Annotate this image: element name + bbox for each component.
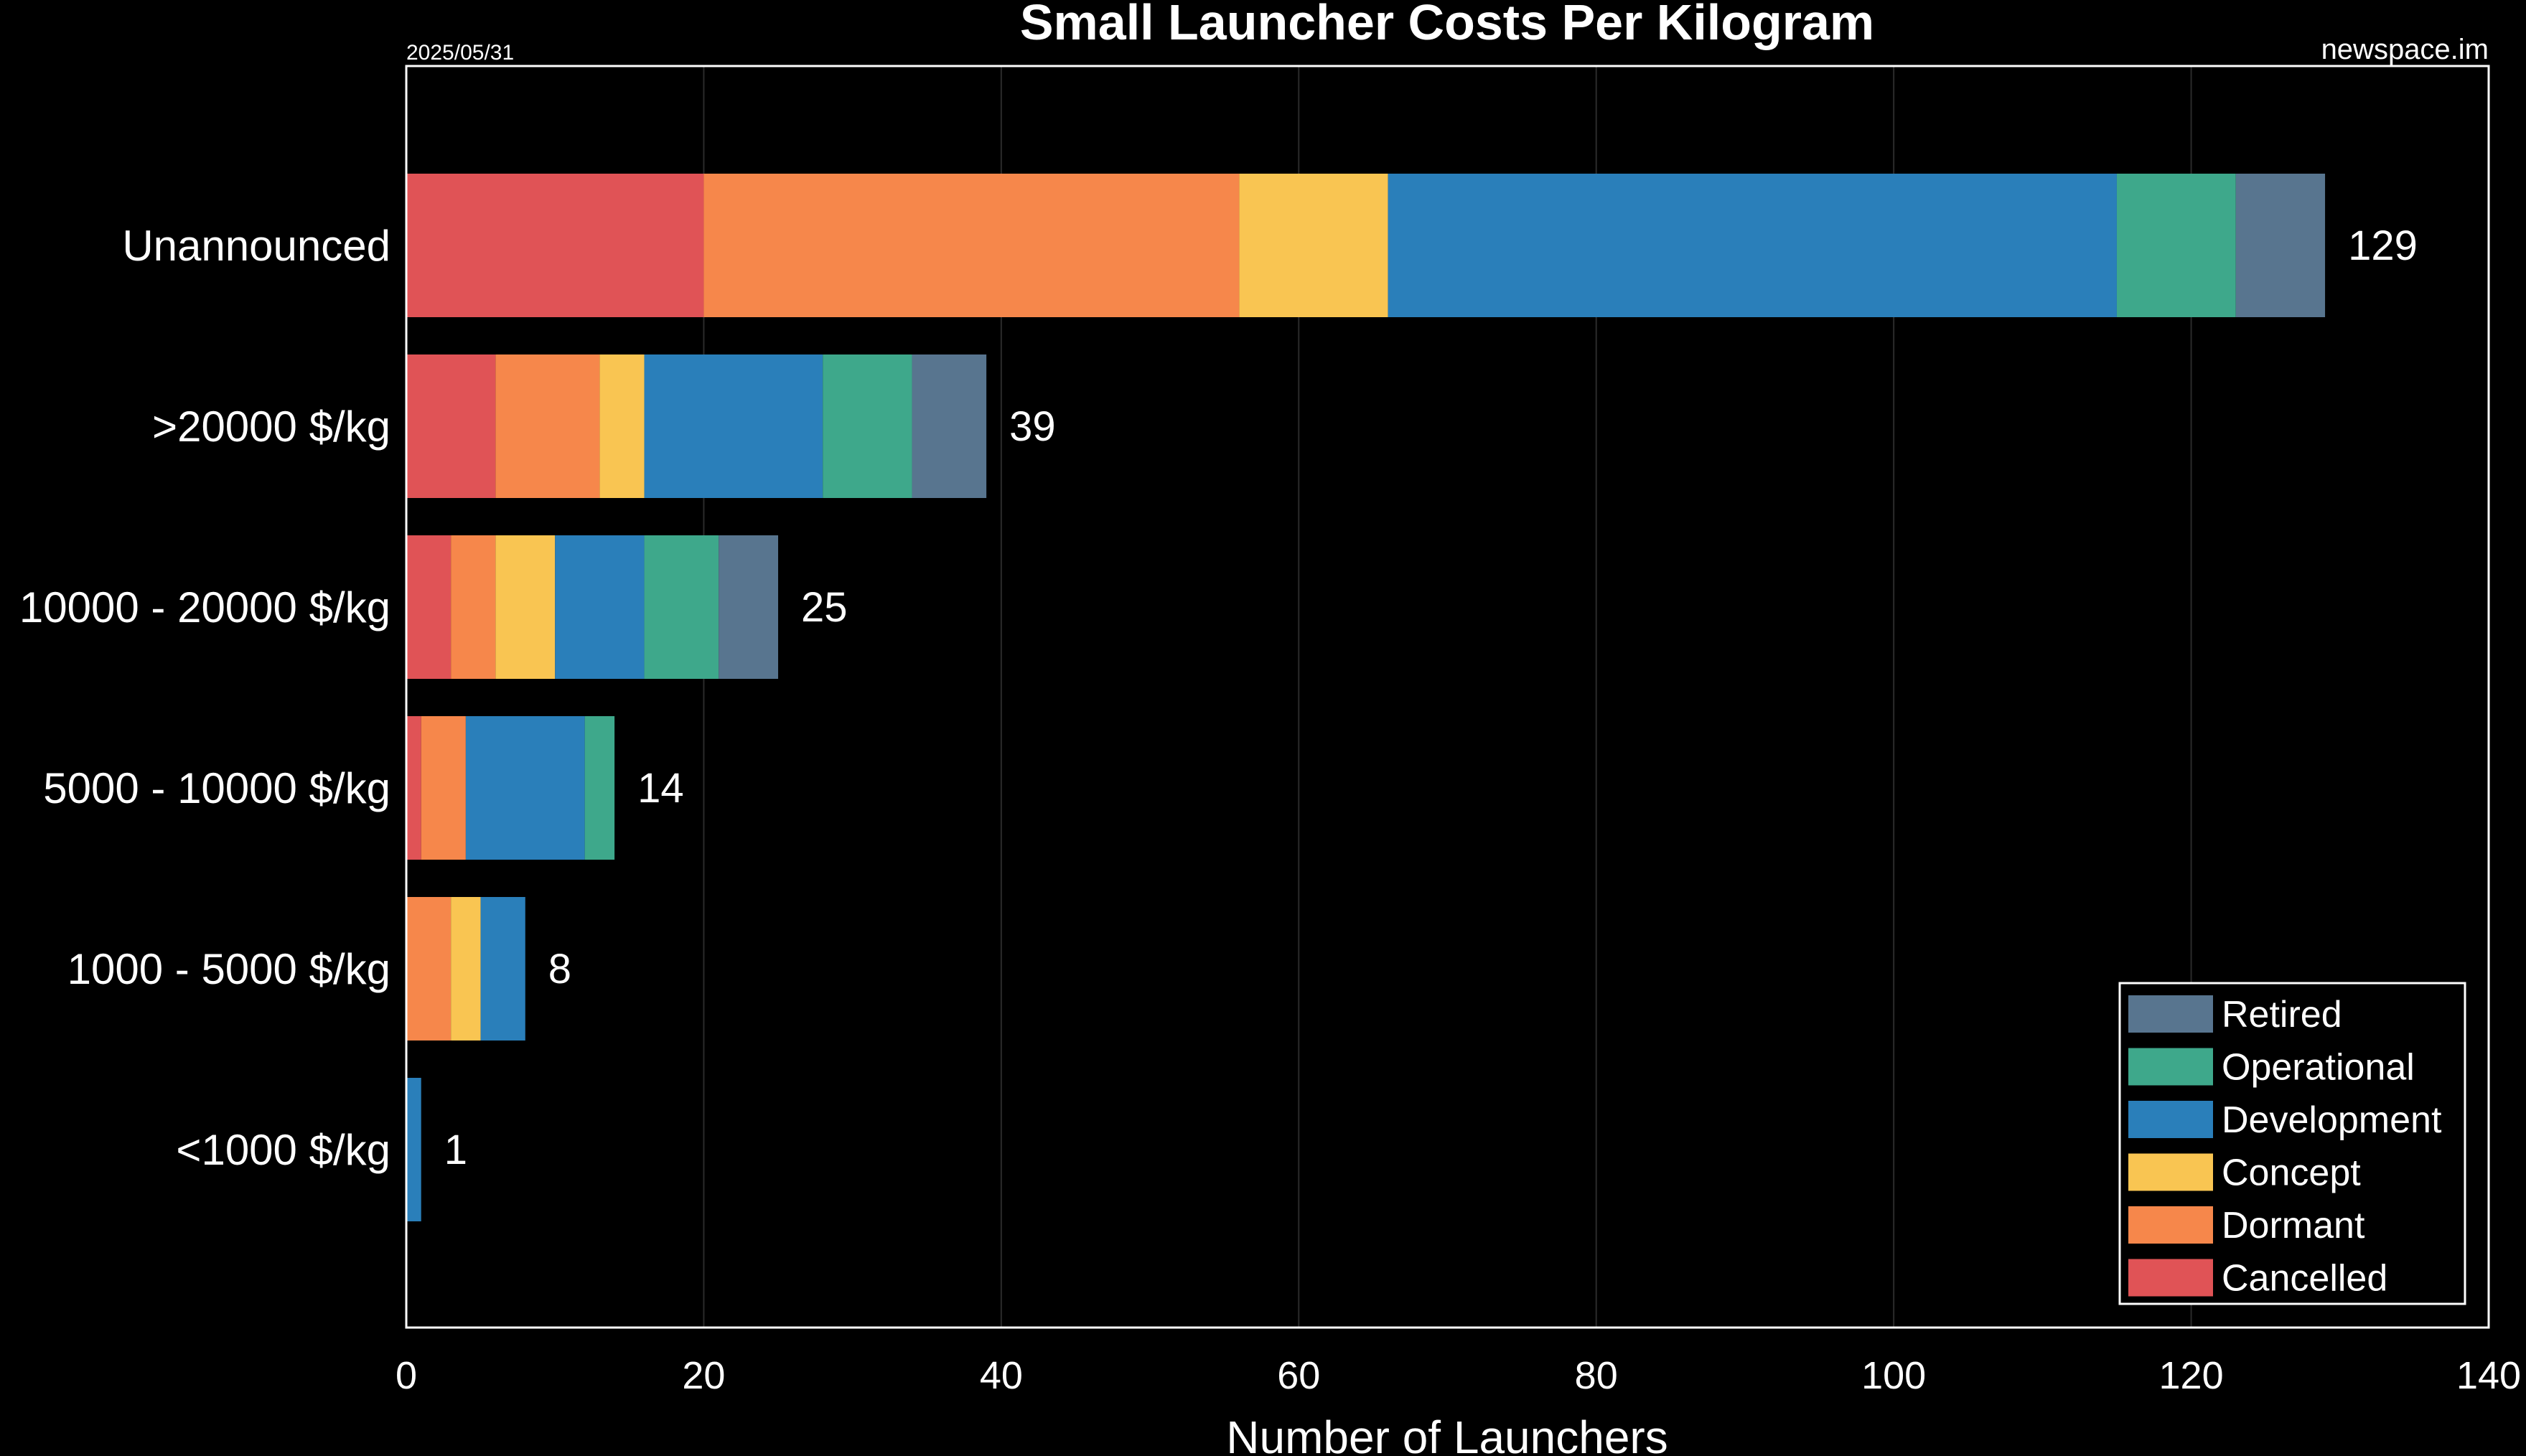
bar-cancelled-1 [406, 354, 496, 498]
bar-concept-4 [451, 897, 481, 1041]
bar-retired-0 [2235, 174, 2326, 317]
x-tick-label: 0 [396, 1354, 417, 1397]
bar-cancelled-2 [406, 535, 452, 679]
bar-dormant-3 [421, 716, 466, 860]
category-label: 5000 - 10000 $/kg [43, 764, 390, 812]
bar-concept-2 [495, 535, 556, 679]
bar-total-label: 1 [444, 1127, 467, 1173]
bar-development-4 [480, 897, 525, 1041]
chart-title: Small Launcher Costs Per Kilogram [1020, 0, 1874, 50]
legend: Retired Operational Development Concept Dorm… [2118, 982, 2466, 1305]
bar-development-1 [644, 354, 823, 498]
plot-frame [405, 65, 2490, 1329]
x-tick-label: 40 [980, 1354, 1023, 1397]
category-label: >20000 $/kg [152, 403, 390, 451]
bar-dormant-0 [703, 174, 1240, 317]
bar-dormant-2 [451, 535, 496, 679]
bar-operational-1 [823, 354, 912, 498]
x-tick-label: 60 [1277, 1354, 1320, 1397]
chart-source: newspace.im [2321, 34, 2489, 65]
x-tick-label: 20 [682, 1354, 725, 1397]
bar-development-0 [1388, 174, 2117, 317]
bar-total-label: 25 [801, 584, 848, 631]
bar-retired-2 [719, 535, 779, 679]
x-tick-label: 80 [1575, 1354, 1618, 1397]
bar-total-label: 8 [548, 946, 571, 992]
legend-label-operational: Operational [2222, 1047, 2415, 1089]
bar-dormant-4 [406, 897, 452, 1041]
legend-label-retired: Retired [2222, 994, 2342, 1035]
category-label: <1000 $/kg [176, 1126, 390, 1174]
legend-swatch-operational [2128, 1048, 2213, 1086]
bar-cancelled-0 [406, 174, 704, 317]
legend-swatch-retired [2128, 995, 2213, 1033]
legend-label-development: Development [2222, 1099, 2442, 1141]
legend-label-dormant: Dormant [2222, 1205, 2365, 1246]
bar-total-label: 129 [2348, 222, 2418, 269]
legend-swatch-concept [2128, 1153, 2213, 1191]
legend-swatch-cancelled [2128, 1259, 2213, 1297]
x-axis-label: Number of Launchers [1226, 1412, 1667, 1456]
legend-box [2118, 982, 2466, 1305]
legend-swatch-dormant [2128, 1206, 2213, 1244]
bar-cancelled-3 [406, 716, 421, 860]
x-tick-label: 140 [2456, 1354, 2521, 1397]
bar-concept-0 [1239, 174, 1388, 317]
category-labels: Unannounced >20000 $/kg 10000 - 20000 $/kg… [19, 222, 390, 1174]
bar-development-5 [406, 1078, 421, 1221]
x-tick-label: 120 [2159, 1354, 2224, 1397]
bar-development-2 [555, 535, 645, 679]
bars-layer [406, 174, 2326, 1221]
bar-operational-2 [644, 535, 719, 679]
bar-operational-3 [584, 716, 615, 860]
bar-operational-0 [2116, 174, 2236, 317]
bar-total-label: 39 [1009, 403, 1056, 450]
category-label: 1000 - 5000 $/kg [67, 945, 390, 993]
bar-concept-1 [599, 354, 645, 498]
bar-retired-1 [912, 354, 987, 498]
bar-dormant-1 [495, 354, 600, 498]
chart-date: 2025/05/31 [406, 41, 514, 65]
x-tick-label: 100 [1861, 1354, 1926, 1397]
category-label: 10000 - 20000 $/kg [19, 583, 390, 631]
legend-label-concept: Concept [2222, 1152, 2361, 1194]
ticks-layer: 0 20 40 60 80 100 120 140 [396, 1354, 2521, 1397]
legend-label-cancelled: Cancelled [2222, 1258, 2387, 1300]
bar-development-3 [465, 716, 585, 860]
category-label: Unannounced [122, 222, 390, 270]
legend-swatch-development [2128, 1101, 2213, 1138]
bar-total-label: 14 [637, 765, 684, 812]
total-labels: 129 39 25 14 8 1 [444, 222, 2418, 1173]
